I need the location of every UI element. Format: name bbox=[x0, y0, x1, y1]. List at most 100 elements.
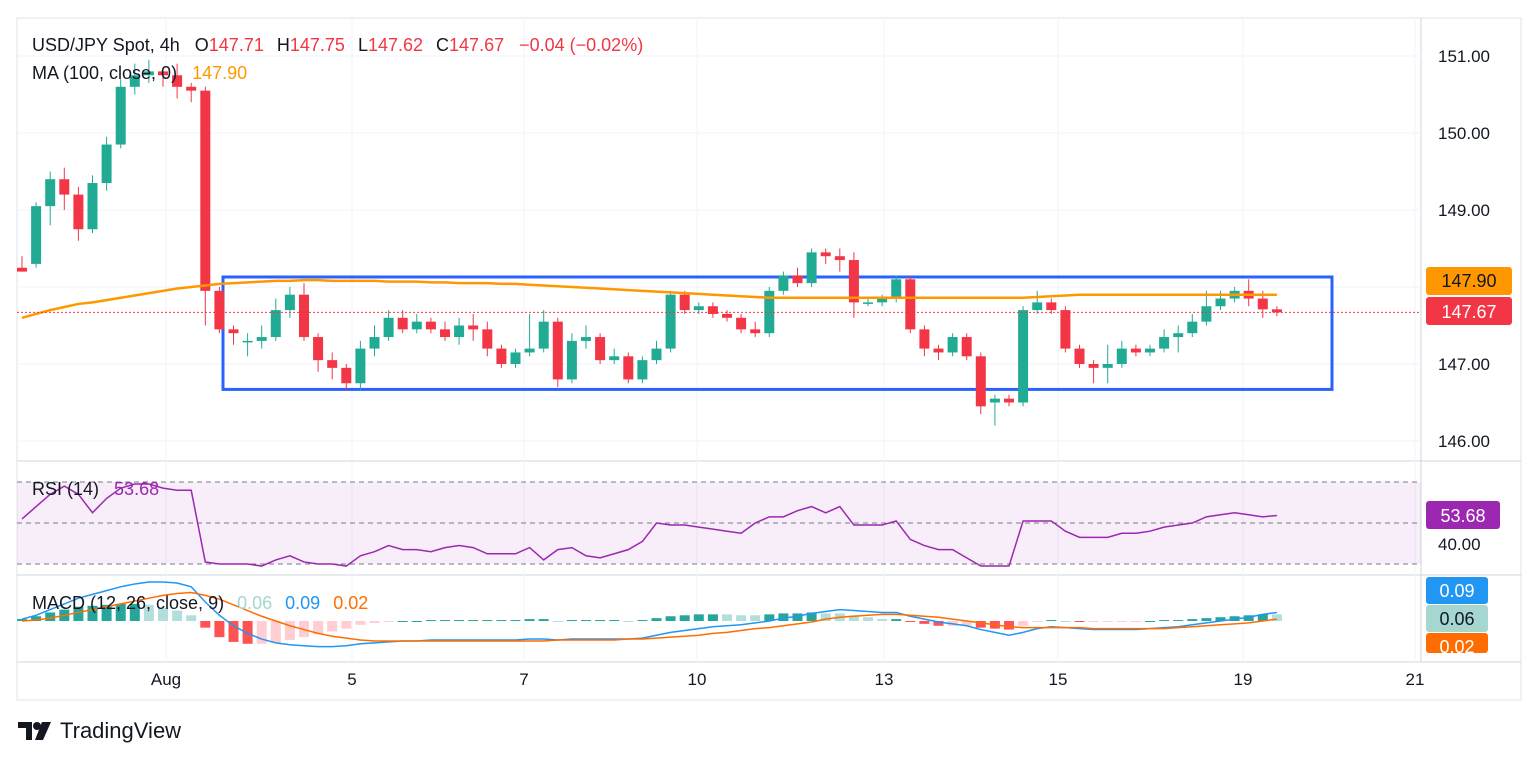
candle-body bbox=[411, 321, 422, 330]
macd-hist-bar bbox=[73, 606, 84, 621]
macd-hist-bar bbox=[1187, 619, 1198, 621]
macd-hist-bar bbox=[764, 614, 775, 621]
candle bbox=[496, 344, 507, 368]
macd-hist-bar bbox=[454, 620, 465, 622]
price-scale[interactable]: 151.00 150.00 149.00 147.00 146.00 bbox=[1438, 47, 1490, 451]
macd-hist-bar bbox=[242, 621, 253, 644]
candle bbox=[270, 298, 281, 341]
candle-body bbox=[651, 348, 662, 361]
candle bbox=[806, 248, 817, 287]
candle-body bbox=[1032, 302, 1043, 311]
macd-hist-bar bbox=[327, 621, 338, 632]
macd-hist-bar bbox=[595, 620, 606, 622]
high-label: H bbox=[277, 35, 290, 55]
candle-body bbox=[284, 294, 295, 311]
macd-hist-bar bbox=[1032, 621, 1043, 622]
ma-100-line bbox=[21, 278, 1277, 320]
candle-body bbox=[87, 183, 98, 230]
chart-frame bbox=[16, 17, 1522, 701]
macd-hist-bar bbox=[806, 612, 817, 621]
last-price-badge-text: 147.67 bbox=[1441, 302, 1496, 322]
candle bbox=[383, 310, 394, 341]
candle-body bbox=[1004, 398, 1014, 403]
candle-body bbox=[1060, 310, 1071, 349]
macd-hist-bar bbox=[905, 621, 916, 622]
candle bbox=[679, 290, 690, 314]
macd-hist-bar bbox=[863, 617, 873, 621]
time-axis[interactable]: Aug 5 7 10 13 15 19 21 bbox=[151, 670, 1425, 689]
candle-body bbox=[172, 75, 183, 87]
time-tick-19: 19 bbox=[1234, 670, 1253, 689]
candle-body bbox=[496, 348, 507, 364]
candle bbox=[242, 333, 253, 357]
macd-hist-bar bbox=[524, 619, 535, 621]
candle-body bbox=[1215, 298, 1226, 307]
candle-body bbox=[552, 321, 563, 380]
candle-body bbox=[1046, 302, 1057, 311]
candle bbox=[101, 136, 112, 191]
rsi-legend: RSI (14) 53.68 bbox=[32, 479, 159, 499]
candle-body bbox=[327, 360, 338, 368]
macd-hist-bar bbox=[496, 620, 507, 622]
macd-hist-bar bbox=[214, 621, 225, 638]
candle bbox=[623, 352, 634, 384]
macd-pane bbox=[17, 581, 1282, 648]
macd-hist-bar bbox=[101, 604, 112, 621]
candle bbox=[609, 348, 620, 364]
candle bbox=[172, 63, 183, 99]
brand-footer[interactable]: TradingView bbox=[18, 718, 181, 744]
candle bbox=[595, 333, 606, 364]
macd-hist-bar bbox=[468, 620, 479, 622]
ma-layer bbox=[21, 278, 1277, 320]
macd-hist-bar bbox=[172, 610, 183, 621]
rsi-badge: 53.68 bbox=[1426, 501, 1500, 529]
candle-body bbox=[115, 86, 126, 145]
candle bbox=[313, 333, 324, 372]
macd-label[interactable]: MACD (12, 26, close, 9) bbox=[32, 593, 224, 613]
macd-hist-bar bbox=[200, 621, 211, 628]
candle-body bbox=[919, 329, 930, 349]
macd-hist-bar bbox=[482, 620, 493, 622]
candle-body bbox=[581, 337, 591, 341]
candle-body bbox=[158, 71, 168, 76]
macd-hist-bar bbox=[440, 620, 450, 622]
candle bbox=[228, 325, 239, 345]
macd-hist-bar bbox=[1116, 621, 1127, 622]
macd-hist-bar bbox=[411, 621, 422, 622]
candle bbox=[129, 63, 140, 95]
macd-hist-bar bbox=[750, 615, 761, 621]
macd-signal-badge-text: 0.02 bbox=[1439, 637, 1474, 657]
candle-body bbox=[214, 290, 225, 330]
candle-body bbox=[1187, 321, 1198, 334]
macd-hist-bar bbox=[31, 616, 42, 621]
candle-body bbox=[440, 329, 450, 338]
brand-name: TradingView bbox=[60, 718, 182, 743]
candle bbox=[581, 325, 591, 349]
candle-body bbox=[947, 337, 958, 353]
candle-body bbox=[17, 267, 27, 272]
ma-price-badge: 147.90 bbox=[1426, 267, 1512, 295]
candle bbox=[1074, 344, 1085, 368]
candle-body bbox=[383, 317, 394, 338]
candle bbox=[1060, 306, 1071, 353]
candle-body bbox=[369, 337, 380, 349]
time-tick-5: 5 bbox=[347, 670, 356, 689]
candle-body bbox=[510, 352, 521, 364]
macd-hist-badge-text: 0.06 bbox=[1439, 609, 1474, 629]
macd-hist-bar bbox=[425, 620, 436, 622]
macd-hist-bar bbox=[1173, 620, 1184, 622]
candle bbox=[355, 340, 366, 391]
rsi-label[interactable]: RSI (14) bbox=[32, 479, 99, 499]
candle bbox=[933, 344, 944, 361]
candle-body bbox=[1201, 306, 1212, 322]
ma-legend-label[interactable]: MA (100, close, 0) bbox=[32, 63, 177, 83]
macd-hist-bar bbox=[1201, 618, 1212, 621]
macd-hist-bar bbox=[1145, 621, 1155, 622]
rsi-line bbox=[21, 483, 1277, 567]
candle bbox=[87, 175, 98, 234]
time-tick-21: 21 bbox=[1406, 670, 1425, 689]
ma-badge-text: 147.90 bbox=[1441, 271, 1496, 291]
candle-body bbox=[820, 252, 831, 257]
candle-body bbox=[707, 306, 718, 314]
close-label: C bbox=[436, 35, 449, 55]
